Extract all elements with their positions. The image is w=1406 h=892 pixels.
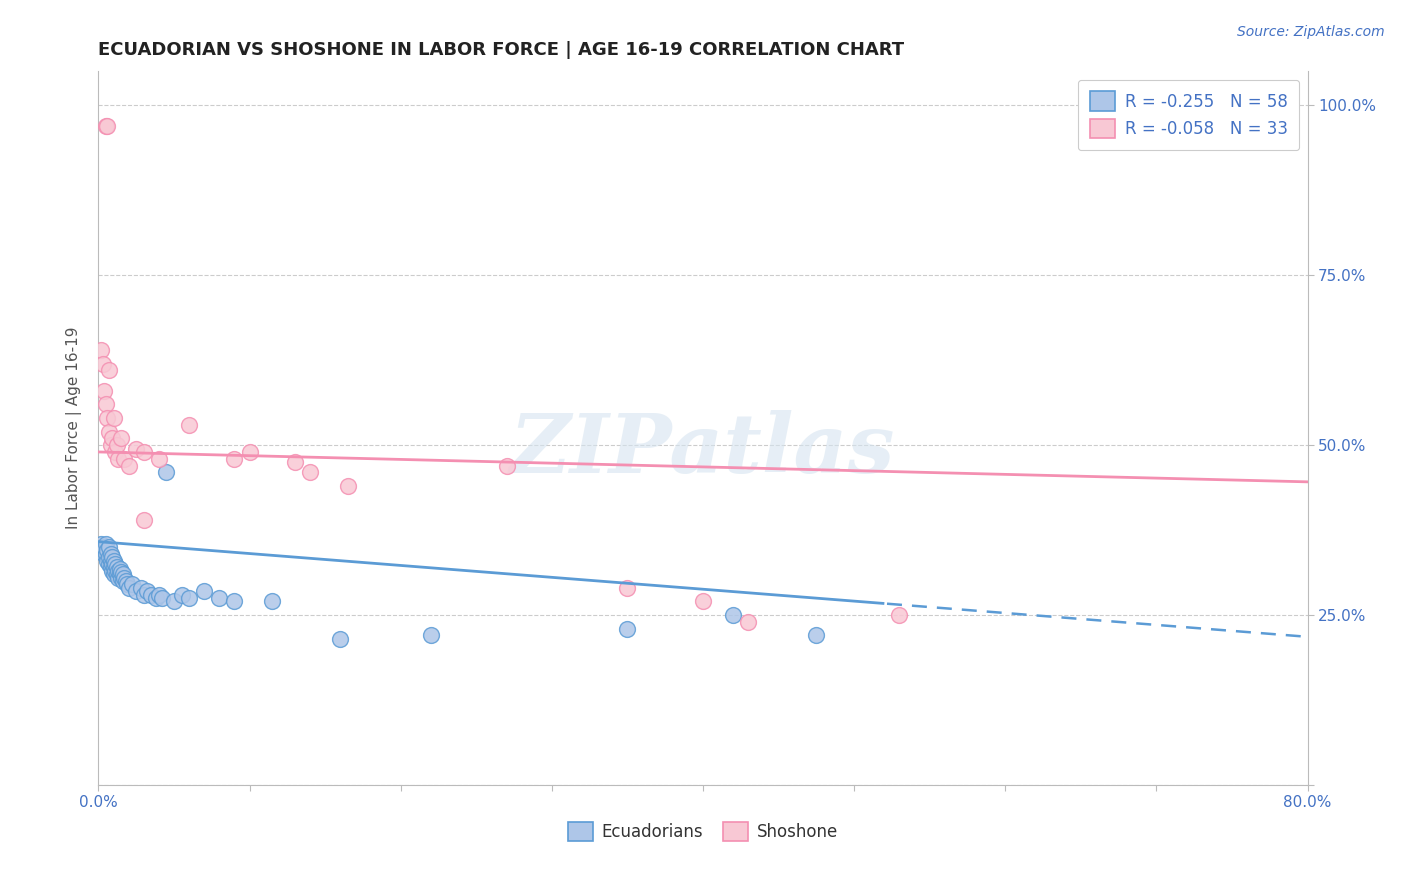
Point — [91, 357, 114, 371]
Point — [299, 466, 322, 480]
Point — [179, 417, 201, 432]
Point — [93, 384, 115, 398]
Point — [100, 438, 122, 452]
Point — [239, 445, 262, 459]
Point — [98, 363, 121, 377]
Point — [101, 431, 124, 445]
Point — [100, 547, 122, 561]
Point — [193, 584, 215, 599]
Point — [889, 608, 911, 623]
Point — [108, 567, 131, 582]
Point — [150, 591, 173, 605]
Point — [145, 591, 167, 605]
Text: ECUADORIAN VS SHOSHONE IN LABOR FORCE | AGE 16-19 CORRELATION CHART: ECUADORIAN VS SHOSHONE IN LABOR FORCE | … — [98, 41, 904, 59]
Point — [96, 411, 118, 425]
Point — [93, 540, 115, 554]
Point — [94, 119, 117, 133]
Point — [114, 574, 136, 588]
Point — [112, 571, 135, 585]
Point — [110, 566, 132, 580]
Point — [737, 615, 759, 629]
Point — [155, 466, 177, 480]
Y-axis label: In Labor Force | Age 16-19: In Labor Force | Age 16-19 — [66, 326, 83, 530]
Point — [132, 588, 155, 602]
Point — [163, 594, 186, 608]
Point — [94, 547, 117, 561]
Point — [98, 557, 121, 571]
Point — [118, 581, 141, 595]
Point — [141, 588, 163, 602]
Point — [90, 343, 112, 357]
Point — [103, 560, 125, 574]
Point — [107, 571, 129, 585]
Point — [224, 594, 246, 608]
Point — [100, 560, 122, 574]
Point — [616, 622, 638, 636]
Point — [329, 632, 352, 646]
Point — [208, 591, 231, 605]
Point — [179, 591, 201, 605]
Point — [125, 584, 148, 599]
Point — [148, 588, 170, 602]
Point — [96, 554, 118, 568]
Point — [111, 567, 134, 582]
Point — [420, 628, 443, 642]
Point — [98, 550, 121, 565]
Point — [101, 557, 124, 571]
Point — [104, 445, 127, 459]
Point — [262, 594, 284, 608]
Point — [101, 550, 124, 565]
Point — [125, 442, 148, 456]
Point — [224, 451, 246, 466]
Point — [96, 119, 118, 133]
Point — [93, 547, 115, 561]
Point — [110, 571, 132, 585]
Point — [112, 451, 135, 466]
Point — [495, 458, 517, 473]
Point — [132, 513, 155, 527]
Text: Source: ZipAtlas.com: Source: ZipAtlas.com — [1237, 25, 1385, 39]
Point — [96, 543, 118, 558]
Point — [148, 451, 170, 466]
Point — [115, 577, 138, 591]
Point — [132, 445, 155, 459]
Point — [105, 438, 128, 452]
Point — [103, 567, 125, 582]
Point — [104, 557, 127, 571]
Text: ZIPatlas: ZIPatlas — [510, 409, 896, 490]
Point — [108, 562, 131, 576]
Point — [101, 564, 124, 578]
Point — [170, 588, 193, 602]
Point — [284, 455, 307, 469]
Point — [104, 564, 127, 578]
Point — [107, 451, 129, 466]
Point — [94, 397, 117, 411]
Point — [103, 411, 125, 425]
Point — [336, 479, 359, 493]
Point — [103, 554, 125, 568]
Point — [100, 554, 122, 568]
Point — [121, 577, 143, 591]
Point — [723, 608, 745, 623]
Point — [118, 458, 141, 473]
Legend: Ecuadorians, Shoshone: Ecuadorians, Shoshone — [561, 815, 845, 848]
Point — [105, 567, 128, 582]
Point — [107, 564, 129, 578]
Point — [105, 560, 128, 574]
Point — [98, 425, 121, 439]
Point — [110, 431, 132, 445]
Point — [91, 543, 114, 558]
Point — [94, 537, 117, 551]
Point — [98, 540, 121, 554]
Point — [692, 594, 714, 608]
Point — [135, 584, 157, 599]
Point — [806, 628, 828, 642]
Point — [90, 537, 112, 551]
Point — [129, 581, 152, 595]
Point — [616, 581, 638, 595]
Point — [111, 574, 134, 588]
